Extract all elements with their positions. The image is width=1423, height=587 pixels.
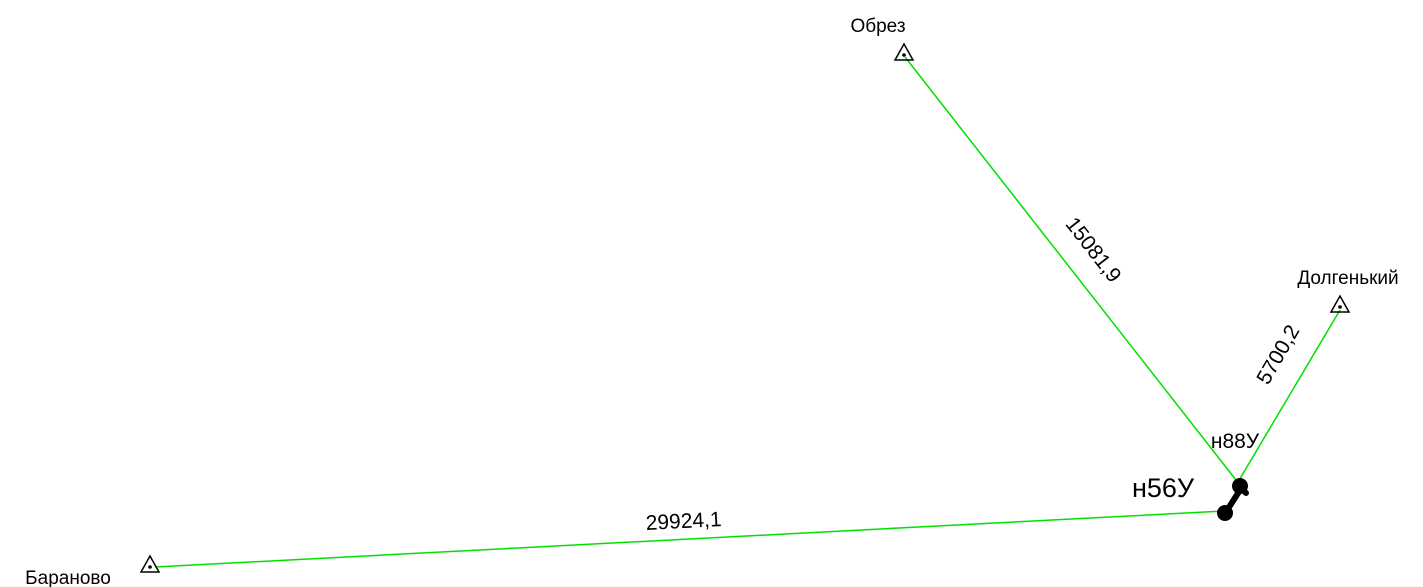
edge-line [1237, 309, 1341, 483]
station-marker [893, 42, 915, 61]
edge-line [154, 510, 1225, 568]
point-label: н56У [1132, 473, 1195, 503]
station-marker [1329, 294, 1351, 313]
edge-label: 29924,1 [645, 508, 722, 535]
station-label: Долгенький [1297, 268, 1398, 289]
point-label: н88У [1211, 430, 1260, 453]
edge-line [904, 56, 1237, 481]
station-label: Бараново [25, 568, 111, 587]
station-label: Обрез [850, 16, 905, 37]
station-marker [139, 554, 161, 573]
point-cluster [1217, 478, 1249, 521]
